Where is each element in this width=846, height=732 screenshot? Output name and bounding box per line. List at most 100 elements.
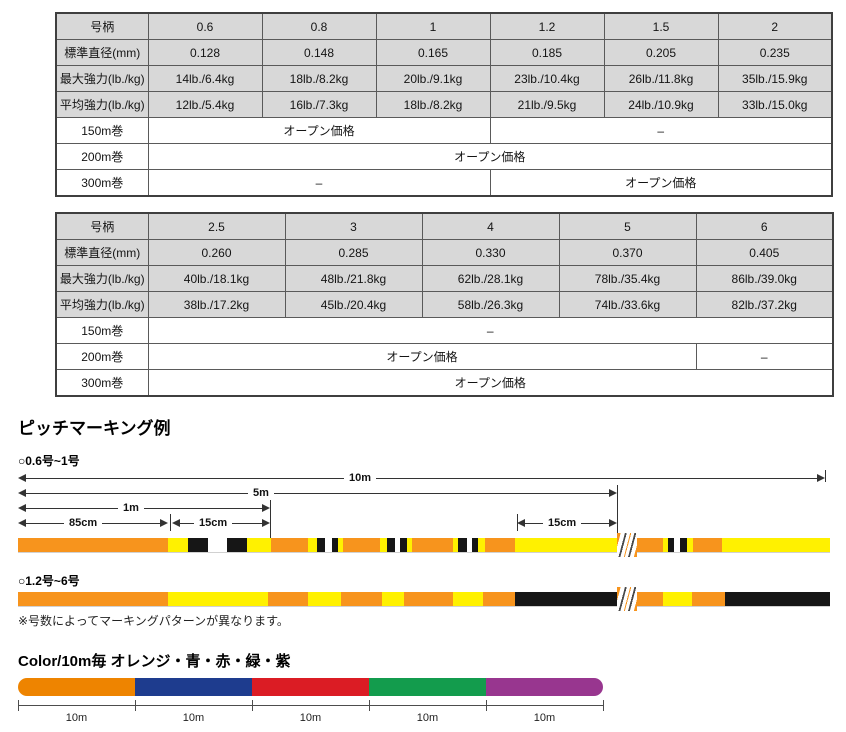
dimension-label-85cm: 85cm <box>69 517 98 529</box>
row-header: 平均強力(lb./kg) <box>55 291 149 318</box>
marking-note: ※号数によってマーキングパターンが異なります。 <box>18 614 289 628</box>
color-capsule-segment <box>486 678 603 696</box>
bar-break-mark <box>617 533 637 557</box>
dimension-label-5m: 5m <box>253 487 269 499</box>
table-row: 標準直径(mm) 0.128 0.148 0.165 0.185 0.205 0… <box>55 39 833 66</box>
bar-segment-yellow <box>247 538 271 552</box>
avg-strength-cell: 38lb./17.2kg <box>147 291 286 318</box>
bar-segment-white <box>467 538 472 552</box>
avg-strength-cell: 82lb./37.2kg <box>695 291 834 318</box>
color-section-heading: Color/10m毎 オレンジ・青・赤・緑・紫 <box>18 653 291 670</box>
arrowhead-right-icon <box>262 519 270 527</box>
bar-segment-yellow <box>407 538 412 552</box>
avg-strength-cell: 18lb./8.2kg <box>375 91 491 118</box>
color-capsule-segment <box>135 678 252 696</box>
bar-segment-white <box>208 538 227 552</box>
size-cell: 5 <box>558 212 697 240</box>
diameter-cell: 0.370 <box>558 239 697 266</box>
table-row: 300m巻 オープン価格 <box>55 369 834 397</box>
size-cell: 1 <box>375 12 491 40</box>
table-row: 200m巻 オープン価格 – <box>55 343 834 370</box>
ruler-line <box>18 705 604 706</box>
pitch-example-2-label: ○1.2号~6号 <box>18 574 80 588</box>
dimension-arrow-15cm-2: 15cm <box>517 517 617 529</box>
dimension-label-15cm: 15cm <box>199 517 228 529</box>
ruler-tick <box>603 700 604 711</box>
bar-segment-orange <box>343 538 380 552</box>
arrowhead-left-icon <box>18 519 26 527</box>
ruler-label-10m: 10m <box>182 712 205 724</box>
row-header: 号柄 <box>55 212 149 240</box>
price-cell: – <box>695 343 834 370</box>
bar-segment-orange <box>18 592 168 606</box>
bar-segment-white <box>395 538 400 552</box>
price-cell: – <box>147 169 491 197</box>
bar-segment-yellow <box>663 538 668 552</box>
bar-segment-yellow <box>453 592 483 606</box>
row-header: 300m巻 <box>55 369 149 397</box>
price-cell: – <box>147 317 834 344</box>
bar-segment-black <box>515 592 617 606</box>
bar-segment-orange <box>692 592 725 606</box>
arrowhead-right-icon <box>160 519 168 527</box>
color-capsule-segment <box>18 678 135 696</box>
ruler-tick <box>252 700 253 711</box>
price-cell: オープン価格 <box>147 369 834 397</box>
bar-segment-orange <box>637 538 663 552</box>
max-strength-cell: 26lb./11.8kg <box>603 65 719 92</box>
bar-segment-white <box>325 538 332 552</box>
max-strength-cell: 86lb./39.0kg <box>695 265 834 292</box>
dimension-tick <box>170 514 171 531</box>
arrowhead-right-icon <box>609 519 617 527</box>
row-header: 200m巻 <box>55 343 149 370</box>
avg-strength-cell: 16lb./7.3kg <box>261 91 377 118</box>
bar-segment-white <box>674 538 680 552</box>
table-row: 標準直径(mm) 0.260 0.285 0.330 0.370 0.405 <box>55 239 834 266</box>
ruler-tick <box>486 700 487 711</box>
size-cell: 0.6 <box>147 12 263 40</box>
bar-segment-orange <box>483 592 515 606</box>
bar-segment-orange <box>637 592 663 606</box>
row-header: 150m巻 <box>55 117 149 144</box>
bar-segment-orange <box>18 538 168 552</box>
avg-strength-cell: 21lb./9.5kg <box>489 91 605 118</box>
ruler-label-10m: 10m <box>65 712 88 724</box>
pitch-example-1-label: ○0.6号~1号 <box>18 454 80 468</box>
table-row: 号柄 2.5 3 4 5 6 <box>55 212 834 240</box>
diameter-cell: 0.330 <box>421 239 560 266</box>
bar-segment-black <box>332 538 338 552</box>
ruler-label-10m: 10m <box>533 712 556 724</box>
dimension-label-15cm: 15cm <box>548 517 577 529</box>
ruler-tick <box>135 700 136 711</box>
max-strength-cell: 62lb./28.1kg <box>421 265 560 292</box>
bar-segment-orange <box>341 592 382 606</box>
table-row: 最大強力(lb./kg) 14lb./6.4kg 18lb./8.2kg 20l… <box>55 65 833 92</box>
size-cell: 1.5 <box>603 12 719 40</box>
max-strength-cell: 14lb./6.4kg <box>147 65 263 92</box>
pitch-marking-heading: ピッチマーキング例 <box>18 419 171 438</box>
bar-segment-yellow <box>168 538 188 552</box>
avg-strength-cell: 12lb./5.4kg <box>147 91 263 118</box>
max-strength-cell: 35lb./15.9kg <box>717 65 833 92</box>
dimension-tick <box>517 514 518 531</box>
marking-bar-06-1 <box>18 533 830 557</box>
row-header: 150m巻 <box>55 317 149 344</box>
bar-segment-yellow <box>308 538 317 552</box>
row-header: 最大強力(lb./kg) <box>55 65 149 92</box>
color-capsule-segment <box>369 678 486 696</box>
dimension-arrow-85cm: 85cm <box>18 517 168 529</box>
size-cell: 3 <box>284 212 423 240</box>
size-cell: 2.5 <box>147 212 286 240</box>
price-cell: – <box>489 117 833 144</box>
dimension-arrow-10m: 10m <box>18 472 825 484</box>
bar-segment-yellow <box>687 538 693 552</box>
size-cell: 2 <box>717 12 833 40</box>
diameter-cell: 0.185 <box>489 39 605 66</box>
dimension-label-1m: 1m <box>123 502 139 514</box>
row-header: 200m巻 <box>55 143 149 170</box>
bar-segment-black <box>458 538 467 552</box>
max-strength-cell: 48lb./21.8kg <box>284 265 423 292</box>
spec-table-2: 号柄 2.5 3 4 5 6 標準直径(mm) 0.260 0.285 0.33… <box>55 212 834 397</box>
bar-segment-black <box>680 538 687 552</box>
